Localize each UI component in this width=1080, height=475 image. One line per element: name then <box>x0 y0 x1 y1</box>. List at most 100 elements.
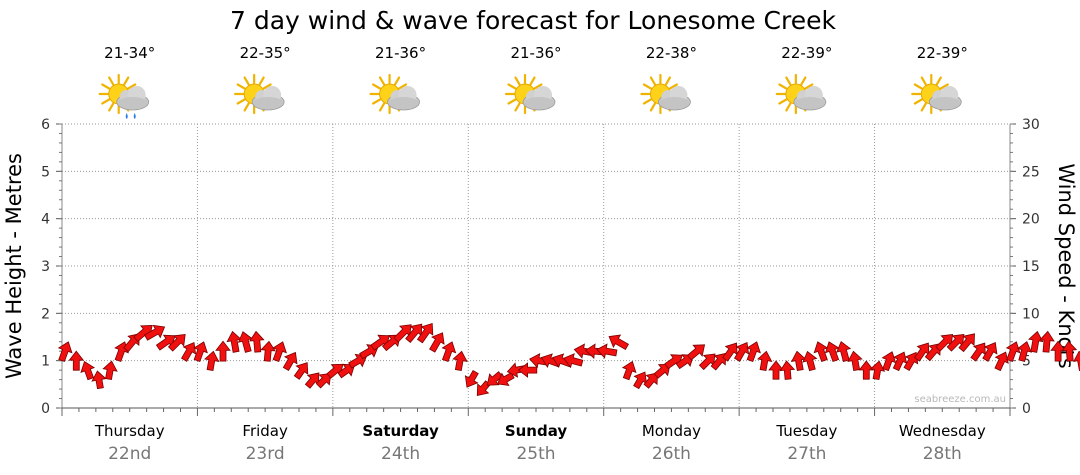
day-date-label: 26th <box>652 444 691 464</box>
wind-arrow <box>293 362 309 380</box>
wind-arrow <box>204 350 220 372</box>
wind-arrows <box>57 323 1080 396</box>
right-axis-title: Wind Speed - Knots <box>1054 163 1078 368</box>
left-tick-label: 3 <box>41 259 50 275</box>
day-name-label: Saturday <box>362 422 439 440</box>
wind-arrow <box>903 351 919 371</box>
left-tick-label: 0 <box>41 401 50 417</box>
right-axis-ticks: 0 5 10 15 20 25 30 <box>1010 117 1040 417</box>
temperature-label: 22-39° <box>781 44 832 62</box>
sun-cloud-icon <box>504 73 556 115</box>
wind-arrow <box>994 351 1009 372</box>
sun-cloud-icon <box>234 73 285 115</box>
wind-arrow <box>441 341 457 363</box>
right-tick-label: 0 <box>1022 401 1031 417</box>
wind-arrow <box>80 360 96 381</box>
temperature-label: 21-36° <box>375 44 426 62</box>
temperature-label: 22-39° <box>917 44 968 62</box>
wind-arrow <box>337 363 356 379</box>
temperature-label: 21-36° <box>510 44 561 62</box>
wind-arrow <box>416 323 434 344</box>
wind-arrow <box>802 350 818 372</box>
wind-arrow <box>215 340 231 362</box>
wind-arrow <box>429 332 445 353</box>
wind-arrow <box>881 351 897 372</box>
wind-arrow <box>249 330 265 353</box>
temperature-label: 22-35° <box>240 44 291 62</box>
left-axis-ticks: 0 1 2 3 4 5 6 <box>41 117 62 417</box>
right-tick-label: 15 <box>1022 259 1040 275</box>
right-tick-label: 5 <box>1022 354 1031 370</box>
day-date-label: 22nd <box>108 444 151 464</box>
wind-arrow <box>847 350 863 372</box>
left-tick-label: 6 <box>41 117 50 133</box>
wind-arrow <box>452 350 468 372</box>
left-tick-label: 4 <box>41 212 50 228</box>
right-tick-label: 30 <box>1022 117 1040 133</box>
wind-arrow <box>892 351 908 372</box>
wind-arrow <box>464 370 479 388</box>
sun-cloud-icon <box>369 73 420 115</box>
chart-title: 7 day wind & wave forecast for Lonesome … <box>230 6 836 35</box>
wind-arrow <box>869 360 886 381</box>
day-date-label: 23rd <box>246 444 285 464</box>
wind-arrow <box>779 360 796 380</box>
day-name-label: Wednesday <box>899 422 986 440</box>
wind-arrow <box>608 334 629 350</box>
wind-arrow <box>710 352 727 371</box>
right-tick-label: 10 <box>1022 306 1040 322</box>
wind-arrow <box>272 341 287 363</box>
day-name-label: Thursday <box>94 422 165 440</box>
wind-arrow <box>91 370 107 390</box>
wind-arrow <box>836 341 852 363</box>
wind-arrow <box>1016 341 1032 363</box>
wind-arrow <box>653 363 671 379</box>
day-date-label: 25th <box>516 444 555 464</box>
day-date-label: 27th <box>787 444 826 464</box>
wind-arrow <box>643 372 658 389</box>
wind-arrow <box>596 343 618 359</box>
day-name-label: Friday <box>242 422 288 440</box>
day-name-label: Monday <box>642 422 701 440</box>
wind-arrow <box>757 350 773 372</box>
day-labels: Thursday 22nd Friday 23rd Saturday 24th Sunday… <box>94 422 986 464</box>
wind-arrow <box>167 333 186 352</box>
wind-arrow <box>282 351 298 371</box>
wind-arrow <box>1039 330 1055 353</box>
sun-cloud-icon <box>911 73 962 115</box>
day-date-label: 28th <box>923 444 962 464</box>
wind-arrow <box>675 354 695 370</box>
weather-icons-row <box>98 73 962 119</box>
wind-arrow <box>734 342 750 362</box>
wind-arrow <box>1005 341 1021 363</box>
wind-arrow <box>68 350 85 371</box>
left-axis-title: Wave Height - Metres <box>2 153 26 379</box>
wind-arrow <box>315 372 332 389</box>
wind-arrow <box>858 360 875 380</box>
wind-arrow <box>1028 330 1044 353</box>
wind-arrow <box>746 341 761 363</box>
day-name-label: Tuesday <box>775 422 837 440</box>
day-name-label: Sunday <box>505 422 568 440</box>
wind-arrow <box>563 353 584 369</box>
wind-arrow <box>517 362 538 378</box>
day-date-label: 24th <box>381 444 420 464</box>
right-tick-label: 25 <box>1022 164 1040 180</box>
temperature-label: 22-38° <box>646 44 697 62</box>
wind-arrow <box>181 342 197 362</box>
wind-arrow <box>982 342 998 362</box>
left-tick-label: 5 <box>41 164 50 180</box>
temperature-label: 21-34° <box>104 44 155 62</box>
wind-arrow <box>57 341 73 363</box>
right-tick-label: 20 <box>1022 212 1040 228</box>
temperature-row: 21-34° 22-35° 21-36° 21-36° 22-38° 22-39° 22-3… <box>104 44 968 62</box>
wind-arrow <box>1061 340 1078 362</box>
sun-cloud-rain-icon <box>98 73 150 119</box>
wind-arrow <box>1072 350 1080 372</box>
wind-arrow <box>497 372 515 387</box>
wind-arrow <box>260 340 276 362</box>
wind-arrow <box>193 341 208 363</box>
wind-arrow <box>958 333 975 353</box>
wind-arrow <box>621 360 637 381</box>
